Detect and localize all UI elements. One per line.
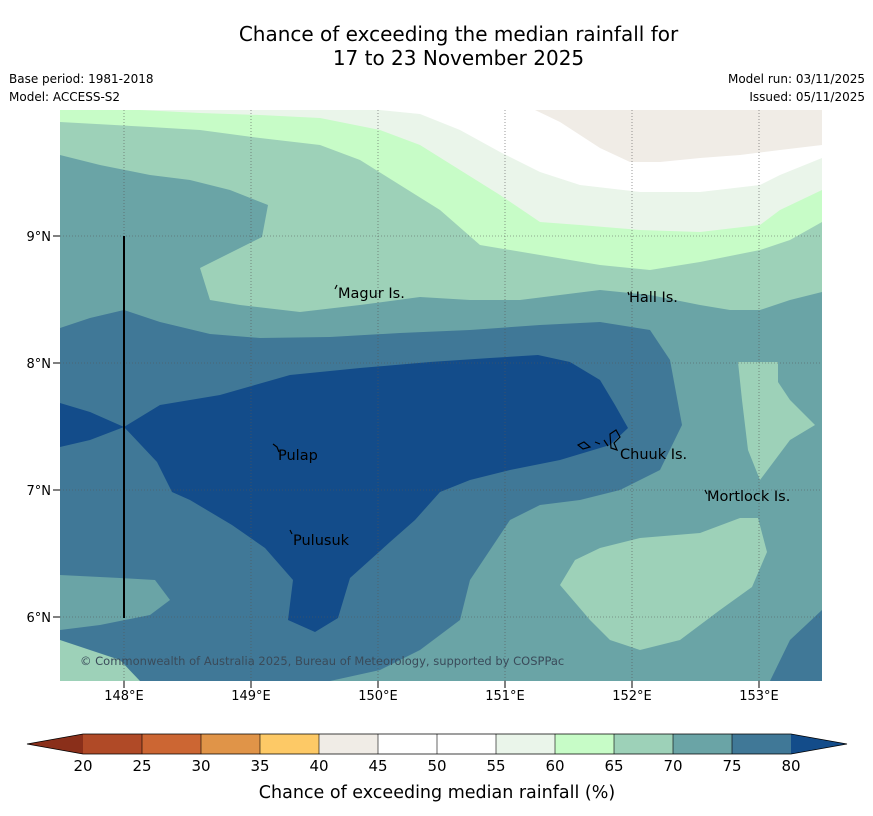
lon-label-151: 151°E	[485, 689, 525, 704]
lat-label-8: 8°N	[27, 357, 52, 372]
place-pulusuk: Pulusuk	[293, 533, 350, 549]
title-line-2: 17 to 23 November 2025	[332, 46, 585, 70]
lat-label-9: 9°N	[27, 230, 52, 245]
colorbar-tick-30: 30	[191, 757, 210, 775]
place-pulap: Pulap	[278, 448, 318, 464]
band-65-70-southeast	[560, 518, 767, 650]
colorbar-extend-low	[27, 734, 83, 754]
colorbar-bin-65-70	[614, 734, 673, 754]
colorbar-tick-40: 40	[309, 757, 328, 775]
colorbar-bin-30-35	[201, 734, 260, 754]
colorbar-tick-labels: 20 25 30 35 40 45 50 55 60 65 70 75 80	[73, 757, 800, 775]
colorbar-bin-40-45	[319, 734, 378, 754]
issued-text: Issued: 05/11/2025	[749, 90, 865, 104]
colorbar-bin-70-75	[673, 734, 732, 754]
colorbar-bin-35-40	[260, 734, 319, 754]
colorbar-dividers	[141, 734, 733, 754]
colorbar-tick-80: 80	[781, 757, 800, 775]
lon-label-150: 150°E	[358, 689, 398, 704]
colorbar-bin-75-80	[732, 734, 791, 754]
colorbar-bin-20-25	[83, 734, 142, 754]
colorbar-outline	[26, 733, 848, 755]
colorbar-bin-25-30	[142, 734, 201, 754]
colorbar-tick-75: 75	[722, 757, 741, 775]
meta-left: Base period: 1981-2018 Model: ACCESS-S2	[9, 70, 154, 106]
latitude-axis: 9°N 8°N 7°N 6°N	[27, 230, 60, 626]
model-run-text: Model run: 03/11/2025	[727, 72, 865, 86]
title-line-1: Chance of exceeding the median rainfall …	[238, 22, 679, 46]
place-magur: Magur Is.	[338, 286, 405, 302]
place-mortlock: Mortlock Is.	[707, 489, 790, 505]
place-chuuk: Chuuk Is.	[620, 447, 687, 463]
colorbar-bin-55-60	[496, 734, 555, 754]
colorbar-tick-45: 45	[368, 757, 387, 775]
lat-label-7: 7°N	[27, 484, 52, 499]
lon-label-148: 148°E	[104, 689, 144, 704]
colorbar-tick-25: 25	[132, 757, 151, 775]
band-65-70-southwest	[60, 640, 140, 681]
colorbar-tick-35: 35	[250, 757, 269, 775]
magur-island-outline	[334, 284, 338, 290]
meta-right: Model run: 03/11/2025 Issued: 05/11/2025	[728, 70, 865, 106]
band-40-45-north	[535, 110, 822, 162]
colorbar-label: Chance of exceeding median rainfall (%)	[259, 783, 615, 803]
lon-label-152: 152°E	[612, 689, 652, 704]
colorbar-extend-high	[791, 734, 847, 754]
colorbar-tick-60: 60	[545, 757, 564, 775]
colorbar: 20 25 30 35 40 45 50 55 60 65 70 75 80 C…	[26, 733, 848, 803]
colorbar-tick-65: 65	[604, 757, 623, 775]
hall-island-outline	[627, 291, 630, 296]
colorbar-tick-50: 50	[427, 757, 446, 775]
colorbar-tick-55: 55	[486, 757, 505, 775]
island-outlines	[272, 284, 708, 535]
band-65-70-east	[738, 362, 815, 480]
lat-label-6: 6°N	[27, 611, 52, 626]
band-70-75-east	[778, 300, 822, 425]
band-above-80-core	[60, 355, 628, 632]
copyright-text: © Commonwealth of Australia 2025, Bureau…	[80, 654, 564, 668]
pulap-island-outline	[272, 443, 280, 453]
map-title: Chance of exceeding the median rainfall …	[0, 22, 873, 70]
longitude-axis: 148°E 149°E 150°E 151°E 152°E 153°E	[104, 681, 779, 704]
colorbar-tick-70: 70	[663, 757, 682, 775]
colorbar-bin-45-50	[378, 734, 437, 754]
band-75-80-southeast	[770, 610, 822, 681]
chuuk-island-outline	[576, 429, 621, 451]
lon-label-149: 149°E	[231, 689, 271, 704]
model-text: Model: ACCESS-S2	[9, 90, 121, 104]
base-period-text: Base period: 1981-2018	[9, 72, 154, 86]
colorbar-bin-60-65	[555, 734, 614, 754]
place-hall: Hall Is.	[629, 290, 678, 306]
colorbar-tick-20: 20	[73, 757, 92, 775]
lon-label-153: 153°E	[739, 689, 779, 704]
pulusuk-island-outline	[289, 529, 293, 535]
rainfall-contour-map: Magur Is. Hall Is. Pulap Chuuk Is. Mortl…	[60, 110, 822, 681]
mortlock-island-outline	[704, 489, 708, 495]
colorbar-bin-50-55	[437, 734, 496, 754]
